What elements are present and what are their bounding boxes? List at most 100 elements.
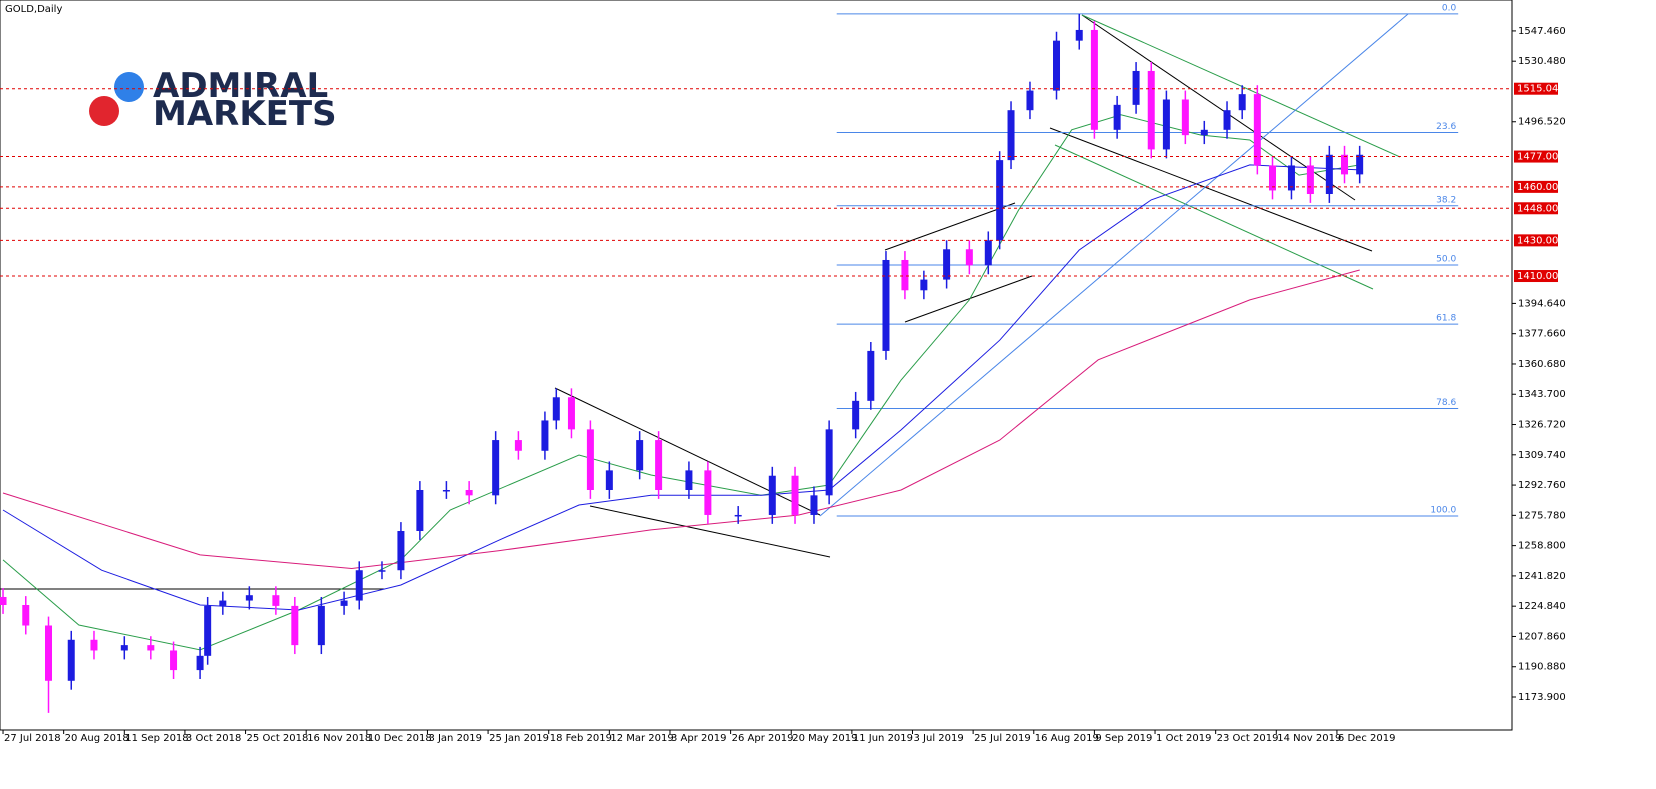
candle-body bbox=[22, 605, 30, 626]
y-tick-label: 1275.780 bbox=[1518, 510, 1566, 521]
candle-body bbox=[317, 605, 325, 646]
y-tick-label: 1190.880 bbox=[1518, 662, 1566, 673]
level-label: 1448.000 bbox=[1517, 203, 1565, 214]
candle-body bbox=[1053, 40, 1061, 91]
level-badge bbox=[1514, 150, 1558, 163]
candle-body bbox=[655, 440, 663, 490]
x-tick-label: 14 Nov 2019 bbox=[1277, 733, 1341, 744]
candle-body bbox=[882, 259, 890, 351]
candle-body bbox=[416, 489, 424, 532]
x-tick-label: 3 Apr 2019 bbox=[671, 733, 726, 744]
candle-body bbox=[1269, 165, 1277, 191]
y-tick-label: 1309.740 bbox=[1518, 450, 1566, 461]
y-tick-label: 1241.820 bbox=[1518, 571, 1566, 582]
candle-body bbox=[1147, 70, 1155, 150]
logo-dot bbox=[114, 72, 144, 102]
candle-body bbox=[196, 655, 204, 671]
candle-body bbox=[867, 350, 875, 401]
candle-body bbox=[586, 429, 594, 490]
candle-body bbox=[291, 605, 299, 646]
fib-label: 100.0 bbox=[1430, 506, 1456, 516]
candle-body bbox=[45, 625, 53, 681]
x-tick-label: 12 Mar 2019 bbox=[610, 733, 673, 744]
level-label: 1477.000 bbox=[1517, 152, 1565, 163]
level-label: 1515.049 bbox=[1517, 84, 1565, 95]
x-tick-label: 6 Dec 2019 bbox=[1338, 733, 1396, 744]
level-badge bbox=[1514, 180, 1558, 193]
logo-dot bbox=[89, 96, 119, 126]
y-tick-label: 1394.640 bbox=[1518, 298, 1566, 309]
logo-text: MARKETS bbox=[153, 94, 337, 134]
fib-label: 50.0 bbox=[1436, 254, 1456, 264]
candle-body bbox=[492, 440, 500, 496]
y-tick-label: 1547.460 bbox=[1518, 26, 1566, 37]
fib-label: 0.0 bbox=[1442, 3, 1457, 13]
level-badge bbox=[1514, 202, 1558, 215]
candle-body bbox=[204, 605, 212, 656]
y-tick-label: 1530.480 bbox=[1518, 56, 1566, 67]
x-tick-label: 16 Nov 2018 bbox=[307, 733, 371, 744]
y-tick-label: 1343.700 bbox=[1518, 389, 1566, 400]
candle-body bbox=[825, 429, 833, 496]
x-tick-label: 3 Jan 2019 bbox=[428, 733, 482, 744]
candle-body bbox=[378, 570, 386, 572]
x-tick-label: 23 Oct 2019 bbox=[1217, 733, 1279, 744]
candle-body bbox=[1325, 154, 1333, 195]
candle-body bbox=[1090, 29, 1098, 130]
candle-body bbox=[605, 470, 613, 490]
candle-body bbox=[965, 249, 973, 266]
candle-body bbox=[1200, 129, 1208, 136]
candle-body bbox=[791, 475, 799, 515]
candle-body bbox=[465, 489, 473, 496]
y-tick-label: 1377.660 bbox=[1518, 329, 1566, 340]
x-tick-label: 16 Aug 2019 bbox=[1035, 733, 1099, 744]
candle-body bbox=[1356, 154, 1364, 175]
candle-body bbox=[1341, 154, 1349, 175]
fib-label: 61.8 bbox=[1436, 314, 1456, 324]
level-badge bbox=[1514, 82, 1558, 95]
candle-body bbox=[397, 531, 405, 571]
x-tick-label: 27 Jul 2018 bbox=[4, 733, 61, 744]
y-tick-label: 1258.800 bbox=[1518, 541, 1566, 552]
candle-body bbox=[1238, 94, 1246, 111]
candle-body bbox=[67, 639, 75, 681]
candle-body bbox=[685, 470, 693, 490]
trend-line bbox=[884, 202, 1016, 251]
candle-body bbox=[552, 397, 560, 421]
candle-body bbox=[734, 514, 742, 517]
x-tick-label: 3 Jul 2019 bbox=[914, 733, 964, 744]
candle-body bbox=[704, 470, 712, 515]
x-tick-label: 11 Jun 2019 bbox=[853, 733, 913, 744]
candle-body bbox=[541, 420, 549, 451]
candle-body bbox=[943, 249, 951, 280]
candle-body bbox=[1162, 99, 1170, 150]
candle-body bbox=[852, 400, 860, 430]
level-badge bbox=[1514, 270, 1558, 283]
y-tick-label: 1496.520 bbox=[1518, 117, 1566, 128]
y-tick-label: 1173.900 bbox=[1518, 692, 1566, 703]
candle-body bbox=[768, 475, 776, 515]
candle-body bbox=[636, 440, 644, 471]
x-tick-label: 11 Sep 2018 bbox=[125, 733, 188, 744]
candle-body bbox=[514, 440, 522, 451]
candle-body bbox=[120, 645, 128, 651]
candle-body bbox=[810, 495, 818, 515]
candle-body bbox=[1253, 94, 1261, 166]
candle-body bbox=[1181, 99, 1189, 136]
candle-body bbox=[1113, 104, 1121, 130]
level-badge bbox=[1514, 234, 1558, 247]
trend-line bbox=[1049, 127, 1373, 252]
candle-body bbox=[1287, 165, 1295, 191]
y-tick-label: 1360.680 bbox=[1518, 359, 1566, 370]
x-tick-label: 3 Oct 2018 bbox=[186, 733, 241, 744]
candle-body bbox=[567, 397, 575, 430]
candle-body bbox=[442, 489, 450, 492]
x-tick-label: 10 Dec 2018 bbox=[368, 733, 432, 744]
candle-body bbox=[219, 600, 227, 606]
x-tick-label: 25 Oct 2018 bbox=[247, 733, 309, 744]
fib-label: 23.6 bbox=[1436, 122, 1456, 132]
moving-average bbox=[2, 269, 1360, 570]
candle-body bbox=[90, 639, 98, 651]
y-tick-label: 1224.840 bbox=[1518, 601, 1566, 612]
